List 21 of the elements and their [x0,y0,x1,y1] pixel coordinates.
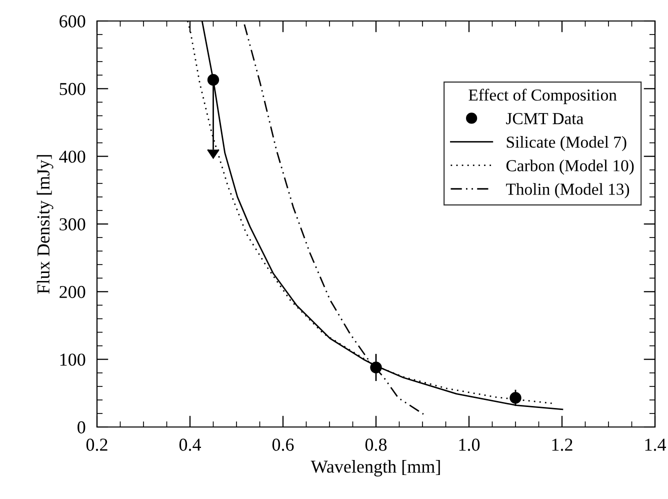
legend-label: JCMT Data [506,113,584,124]
x-tick-label: 1.2 [552,438,572,451]
y-tick-label: 0 [78,421,86,434]
y-tick-label: 600 [60,15,86,28]
x-tick-label: 0.2 [86,438,108,451]
y-tick-label: 300 [60,218,86,230]
x-tick-label: 1.0 [459,438,480,451]
y-tick-label: 100 [60,354,86,366]
x-axis-title: Wavelength [mm] [310,460,440,476]
y-axis-title: Flux Density [mJy] [36,155,54,294]
legend-label: Tholin (Model 13) [506,183,630,198]
y-tick-label: 200 [60,286,86,298]
x-tick-label: 0.4 [179,438,202,451]
x-tick-label: 0.6 [272,438,294,451]
legend-title: Effect of Composition [468,88,617,104]
y-tick-label: 400 [59,150,86,163]
legend-label: Silicate (Model 7) [506,136,626,152]
x-tick-label: 1.4 [645,438,666,451]
y-tick-label: 500 [60,82,86,96]
x-tick-label: 0.8 [365,438,387,451]
legend-label: Carbon (Model 10) [506,160,634,175]
